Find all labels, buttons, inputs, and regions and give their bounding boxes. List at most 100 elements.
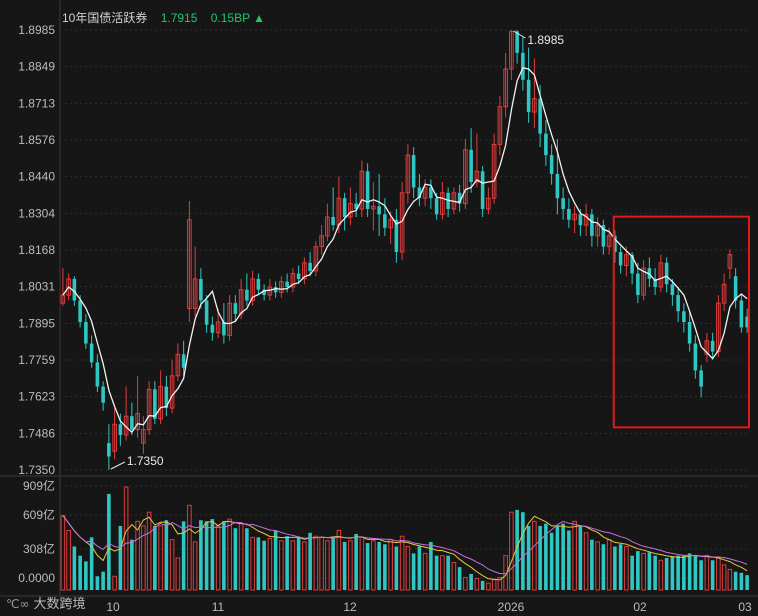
volume-bar: [169, 539, 175, 591]
candle-body: [440, 192, 445, 215]
candle-body: [733, 276, 738, 301]
candle-body: [521, 52, 525, 80]
candle-body: [422, 186, 428, 199]
candle-body: [503, 68, 508, 108]
volume-bar: [204, 521, 209, 590]
volume-bar: [135, 520, 140, 591]
ma5-line: [62, 67, 748, 434]
volume-bar: [199, 520, 203, 590]
candle-body: [273, 287, 278, 293]
volume-bar: [233, 528, 238, 590]
volume-bar: [503, 555, 508, 591]
candle-body: [187, 219, 192, 310]
candle-body: [101, 386, 105, 403]
candle-body: [583, 213, 589, 226]
volume-bar: [463, 576, 468, 591]
volume-bar: [417, 546, 422, 590]
candle-body: [595, 224, 600, 237]
volume-bar: [342, 541, 347, 590]
candle-body: [739, 300, 744, 328]
candle-body: [215, 321, 221, 334]
candle-body: [135, 412, 140, 431]
candle-body: [107, 443, 111, 457]
candle-body: [727, 254, 733, 269]
candle-body: [578, 214, 583, 226]
volume-bar: [101, 571, 105, 590]
candle-body: [417, 187, 422, 199]
candle-body: [388, 219, 393, 229]
volume-bar: [624, 546, 629, 591]
volume-ma5-line: [62, 515, 748, 581]
volume-bar: [354, 533, 358, 590]
volume-bar: [273, 530, 278, 590]
candle-body: [296, 273, 301, 279]
price-tick-label: 1.7759: [18, 353, 55, 367]
volume-bar: [486, 582, 491, 591]
volume-bar: [78, 555, 82, 590]
candle-body: [710, 340, 715, 352]
volume-bar: [313, 535, 319, 591]
low-annotation: 1.7350: [127, 454, 164, 468]
volume-bar: [215, 525, 221, 591]
volume-bar: [60, 515, 66, 591]
volume-bar: [336, 530, 342, 591]
candle-body: [549, 155, 554, 174]
volume-bar: [66, 530, 71, 591]
volume-bar: [331, 537, 335, 590]
volume-bar: [446, 555, 450, 590]
candle-body: [72, 278, 77, 301]
price-tick-label: 1.7895: [18, 316, 55, 330]
candle-body: [699, 370, 703, 387]
volume-bar: [727, 568, 733, 591]
price-change-value: 0.15BP: [210, 11, 251, 25]
volume-bar: [664, 557, 669, 590]
volume-bar: [359, 536, 365, 591]
candle-body: [394, 219, 399, 253]
volume-bar: [526, 525, 531, 590]
candle-body: [359, 170, 365, 210]
candle-body: [693, 343, 698, 371]
volume-bar: [716, 557, 721, 591]
volume-bar: [687, 553, 692, 590]
volume-tick-label: 909亿: [23, 478, 55, 493]
candle-body: [66, 278, 71, 296]
volume-bar: [491, 579, 497, 591]
price-tick-label: 1.8849: [18, 60, 55, 74]
volume-bar: [693, 555, 698, 590]
candle-body: [141, 429, 146, 444]
volume-bar: [630, 555, 634, 590]
instrument-title: 10年国债活跃券: [62, 11, 148, 25]
candle-body: [491, 143, 497, 199]
candle-body: [411, 155, 416, 188]
volume-bar: [497, 576, 503, 591]
volume-bar: [521, 512, 525, 590]
volume-bar: [474, 578, 480, 591]
volume-bar: [733, 571, 738, 590]
candle-body: [153, 389, 157, 419]
volume-bar: [469, 573, 473, 590]
candle-body: [302, 262, 307, 280]
candle-body: [78, 300, 82, 322]
volume-bar: [210, 519, 215, 590]
volume-bar: [710, 560, 715, 590]
volume-bar: [388, 539, 393, 591]
volume-bar: [238, 523, 244, 591]
candle-body: [469, 149, 473, 183]
volume-tick-label: 609亿: [23, 507, 55, 522]
volume-bar: [549, 532, 554, 590]
x-tick-label: 11: [212, 600, 225, 614]
volume-bar: [141, 525, 146, 591]
volume-bar: [319, 536, 324, 591]
candle-body: [572, 213, 577, 221]
candle-body: [486, 197, 491, 210]
volume-bar: [279, 540, 284, 591]
candle-body: [175, 353, 181, 377]
candle-body: [112, 423, 117, 452]
volume-bar: [377, 541, 381, 590]
volume-bar: [636, 551, 640, 590]
volume-bar: [429, 541, 433, 590]
candle-body: [497, 106, 503, 145]
candle-body: [636, 273, 640, 296]
volume-bar: [682, 555, 686, 590]
volume-bar: [739, 572, 744, 590]
